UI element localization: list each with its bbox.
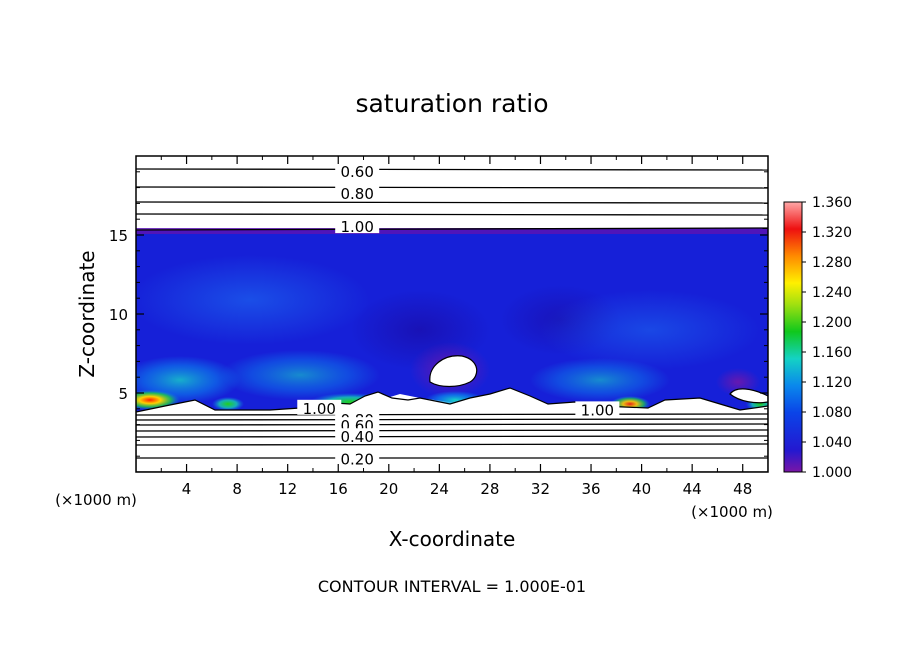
x-axis-label: X-coordinate	[389, 527, 516, 551]
contour-label-bg	[335, 428, 380, 444]
contour-interval-footer: CONTOUR INTERVAL = 1.000E-01	[318, 577, 586, 596]
colorbar-tick-label: 1.120	[812, 375, 852, 391]
contour-labels: 0.600.801.001.000.800.600.400.201.00	[297, 162, 620, 468]
field-blob	[540, 290, 760, 370]
y-tick-label: 15	[109, 227, 128, 245]
contour-label: 1.00	[581, 401, 614, 419]
contour-label: 0.60	[340, 163, 373, 181]
colorbar-gradient	[783, 201, 803, 473]
x-tick-label: 40	[632, 480, 651, 498]
field-blob	[212, 397, 244, 411]
x-tick-label: 20	[379, 480, 398, 498]
x-tick-label: 44	[683, 480, 702, 498]
field-blob	[220, 350, 380, 400]
top-purple-edge	[136, 228, 768, 234]
x-tick-label: 8	[232, 480, 242, 498]
y-tick-label: 5	[118, 385, 128, 403]
contour-label-bg	[335, 218, 380, 234]
x-tick-label: 4	[182, 480, 192, 498]
contour-line	[136, 201, 768, 204]
colorbar-tick-label: 1.360	[812, 195, 852, 211]
contour-label-bg	[335, 184, 380, 200]
contour-line	[136, 168, 768, 171]
colorbar: 1.000 1.040 1.080 1.120 1.160 1.200 1.240 1.280…	[783, 195, 852, 481]
x-tick-label: 12	[278, 480, 297, 498]
y-axis: 5 10 15	[109, 171, 768, 457]
chart-title: saturation ratio	[355, 89, 548, 118]
x-tick-label: 48	[733, 480, 752, 498]
x-tick-label: 28	[480, 480, 499, 498]
subsaturated-pocket	[729, 388, 768, 404]
contour-label: 0.80	[340, 185, 373, 203]
colorbar-tick-label: 1.160	[812, 345, 852, 361]
colorbar-tick-label: 1.200	[812, 315, 852, 331]
field-blob	[136, 255, 370, 345]
colorbar-ticks: 1.000 1.040 1.080 1.120 1.160 1.200 1.240 1.280…	[802, 195, 852, 481]
y-axis-label: Z-coordinate	[75, 250, 99, 377]
contour-label: 1.00	[340, 218, 373, 236]
contour-label-bg	[335, 162, 380, 178]
contour-line	[136, 423, 768, 426]
contour-line	[136, 443, 768, 446]
plot-area	[136, 156, 768, 472]
x-axis: 4 8 12 16 20 24 28 32 36 40 44 48	[160, 156, 752, 498]
colorbar-tick-label: 1.000	[812, 465, 852, 481]
x-unit-label: (×1000 m)	[691, 503, 773, 521]
x-tick-label: 16	[329, 480, 348, 498]
colorbar-tick-label: 1.320	[812, 225, 852, 241]
field-blob	[530, 358, 670, 402]
contour-label: 0.20	[340, 450, 373, 468]
x-tick-label: 36	[581, 480, 600, 498]
contour-line	[136, 429, 768, 432]
contour-label-bg	[297, 399, 342, 415]
z-unit-label: (×1000 m)	[55, 491, 137, 509]
contour-line	[136, 418, 768, 421]
x-tick-label: 24	[430, 480, 449, 498]
contour-label: 1.00	[303, 400, 336, 418]
colorbar-tick-label: 1.280	[812, 255, 852, 271]
colorbar-tick-label: 1.240	[812, 285, 852, 301]
colorbar-tick-label: 1.040	[812, 435, 852, 451]
contour-label-bg	[575, 401, 620, 417]
x-tick-label: 32	[531, 480, 550, 498]
contour-line	[136, 213, 768, 216]
contour-line	[136, 413, 768, 416]
contour-line	[136, 435, 768, 438]
contour-line	[136, 227, 768, 231]
y-tick-label: 10	[109, 306, 128, 324]
contour-label: 0.40	[340, 428, 373, 446]
colorbar-tick-label: 1.080	[812, 405, 852, 421]
contour-lines	[136, 168, 768, 459]
contour-label-bg	[335, 450, 380, 466]
subsaturated-pocket	[429, 355, 478, 388]
contour-line	[136, 186, 768, 189]
